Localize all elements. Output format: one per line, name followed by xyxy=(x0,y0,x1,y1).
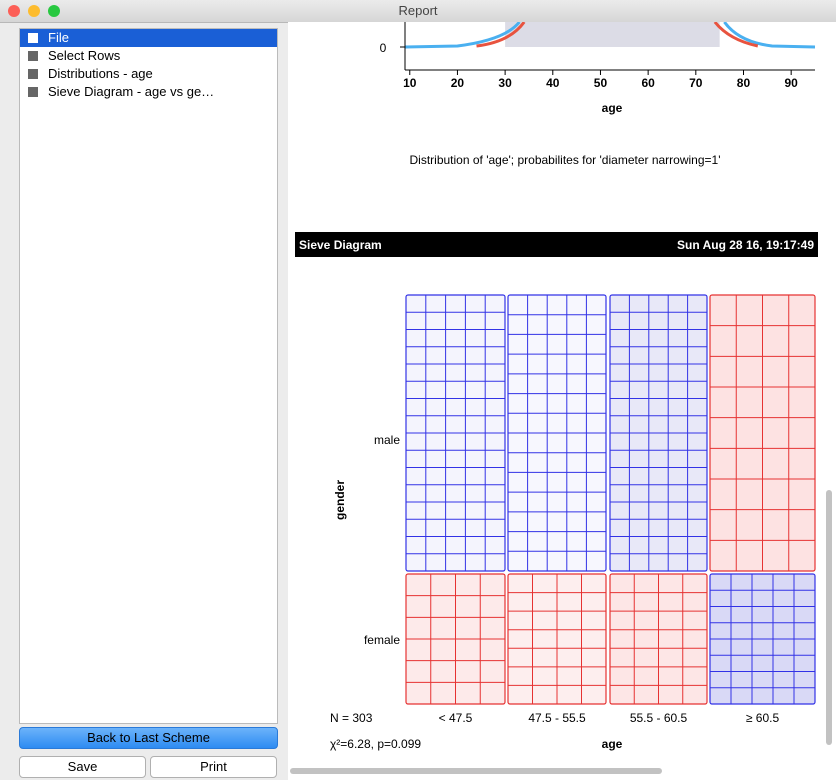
sieve-cell xyxy=(507,573,607,705)
x-tick-label: 90 xyxy=(784,76,798,90)
report-list: File Select Rows Distributions - age Sieve … xyxy=(19,28,278,724)
n-label: N = 303 xyxy=(330,711,373,725)
x-tick-label: 20 xyxy=(451,76,465,90)
x-tick-label: 60 xyxy=(641,76,655,90)
x-tick-label: 50 xyxy=(594,76,608,90)
sieve-cell xyxy=(609,573,708,705)
back-button[interactable]: Back to Last Scheme xyxy=(19,727,278,749)
x-tick-label: 10 xyxy=(403,76,417,90)
item-icon xyxy=(28,87,38,97)
report-item[interactable]: Distributions - age xyxy=(20,65,277,83)
x-tick-label: 80 xyxy=(737,76,751,90)
save-button[interactable]: Save xyxy=(19,756,146,778)
item-label: File xyxy=(48,30,69,45)
window-title: Report xyxy=(398,3,438,18)
row-label: female xyxy=(364,633,400,647)
x-tick-label: 30 xyxy=(498,76,512,90)
item-label: Select Rows xyxy=(48,48,121,63)
item-icon xyxy=(28,69,38,79)
sieve-cell xyxy=(609,294,708,572)
report-item[interactable]: Select Rows xyxy=(20,47,277,65)
report-view: 0 10 20 30 40 50 60 70 80 90 age Distribution of 'a… xyxy=(288,22,836,780)
item-label: Distributions - age xyxy=(48,66,153,81)
v-scrollbar xyxy=(826,490,832,745)
y-axis-label: gender xyxy=(333,480,347,520)
sieve-cell xyxy=(709,573,816,705)
curve xyxy=(404,22,521,49)
header-title: Sieve Diagram xyxy=(299,238,382,252)
row-label: male xyxy=(374,433,400,447)
print-button[interactable]: Print xyxy=(150,756,277,778)
h-scrollbar xyxy=(290,768,662,774)
y-tick-label: 0 xyxy=(380,41,387,55)
sieve-cell xyxy=(405,294,506,572)
x-tick-label: 70 xyxy=(689,76,703,90)
minimize[interactable] xyxy=(28,5,40,17)
title-bar: Report xyxy=(0,0,836,23)
sieve-cell xyxy=(507,294,607,572)
report-item[interactable]: Sieve Diagram - age vs ge… xyxy=(20,83,277,101)
close[interactable] xyxy=(8,5,20,17)
x-tick-label: 40 xyxy=(546,76,560,90)
section-header xyxy=(295,232,818,257)
column-label: < 47.5 xyxy=(439,711,473,725)
column-label: 55.5 - 60.5 xyxy=(630,711,688,725)
stats-label: χ²=6.28, p=0.099 xyxy=(330,737,421,751)
item-icon xyxy=(28,51,38,61)
sieve-cell xyxy=(405,573,506,705)
plot-band xyxy=(505,22,720,47)
column-label: ≥ 60.5 xyxy=(746,711,780,725)
column-label: 47.5 - 55.5 xyxy=(528,711,586,725)
item-icon xyxy=(28,33,38,43)
curve xyxy=(713,22,759,48)
caption: Distribution of 'age'; probabilites for … xyxy=(410,153,721,167)
item-label: Sieve Diagram - age vs ge… xyxy=(48,84,215,99)
sieve-cell xyxy=(709,294,816,572)
header-date: Sun Aug 28 16, 19:17:49 xyxy=(677,238,814,252)
curve xyxy=(476,22,526,48)
x-axis-label: age xyxy=(602,101,623,115)
report-item[interactable]: File xyxy=(20,29,277,47)
curve xyxy=(723,22,816,49)
zoom[interactable] xyxy=(48,5,60,17)
x-axis-label: age xyxy=(602,737,623,751)
